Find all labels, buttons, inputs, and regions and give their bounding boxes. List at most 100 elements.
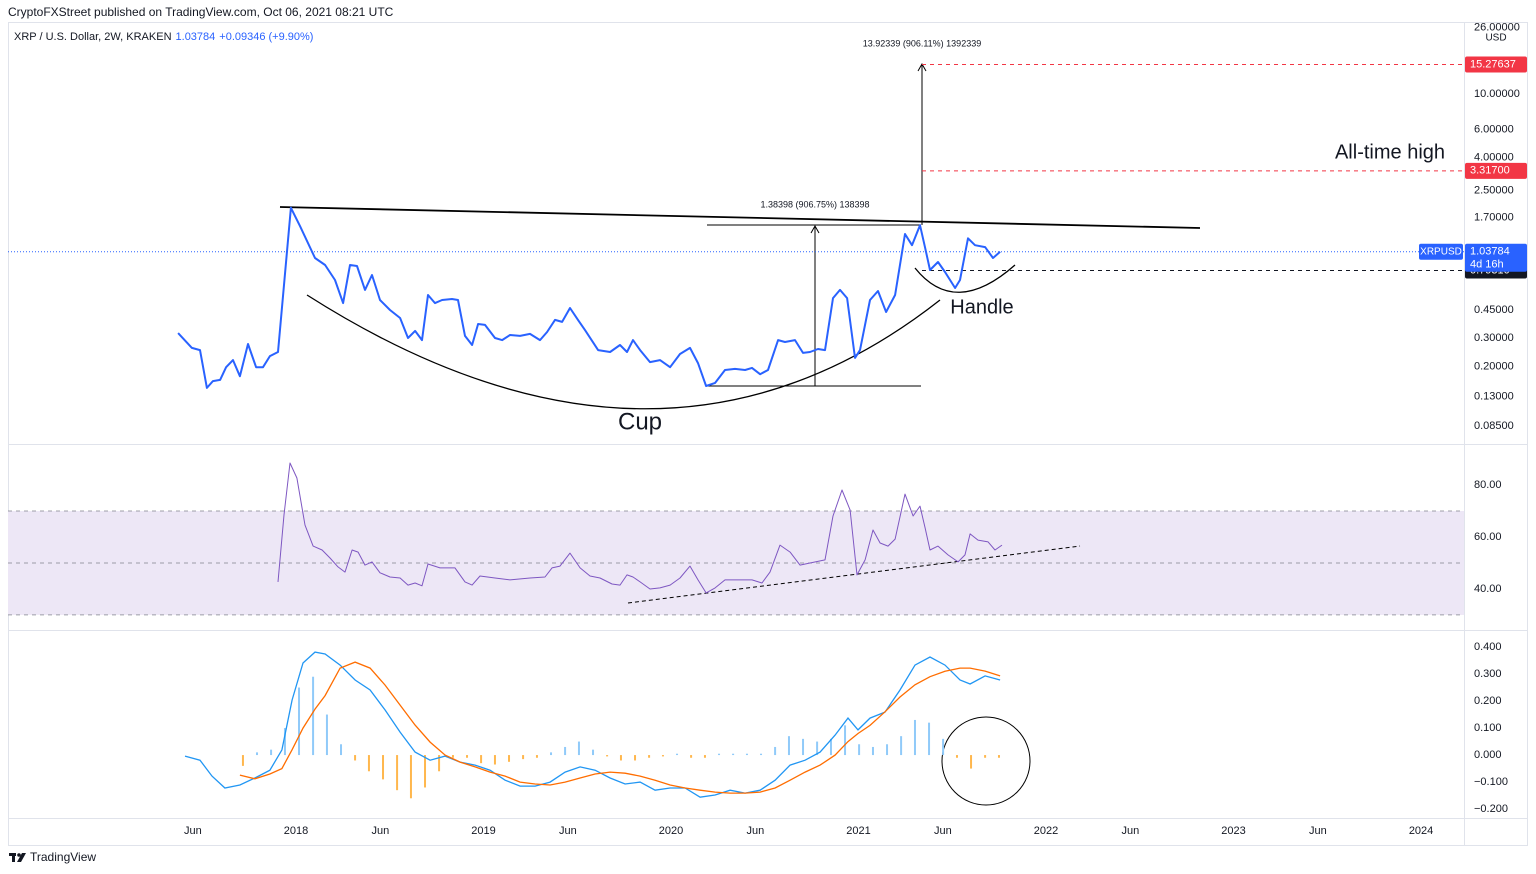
macd-line xyxy=(184,651,1001,798)
level-label: 3.31700 xyxy=(1470,165,1510,177)
y-tick-label: 0.400 xyxy=(1474,641,1502,653)
histogram-bar xyxy=(564,746,567,756)
histogram-bar xyxy=(382,755,385,780)
histogram-bar xyxy=(970,755,973,769)
histogram-bar xyxy=(745,753,748,756)
last-price-tag xyxy=(1465,243,1527,272)
level-label: 15.27637 xyxy=(1470,58,1516,70)
histogram-bar xyxy=(661,755,664,757)
y-tick-label: 6.00000 xyxy=(1474,123,1514,135)
x-tick-label: 2024 xyxy=(1409,825,1433,837)
rsi-trendline xyxy=(627,545,1081,604)
y-tick-label: 0.000 xyxy=(1474,749,1502,761)
legend-symbol: XRP / U.S. Dollar, 2W, KRAKEN xyxy=(14,31,172,43)
y-tick-label: 2.50000 xyxy=(1474,184,1514,196)
histogram-bar xyxy=(298,687,301,756)
histogram-bar xyxy=(619,755,622,761)
histogram-bar xyxy=(718,753,721,756)
y-tick-label: 0.100 xyxy=(1474,722,1502,734)
histogram-bar xyxy=(312,676,315,756)
brand-logo xyxy=(9,853,26,862)
histogram-bar xyxy=(984,755,987,758)
histogram-bar xyxy=(690,755,693,758)
x-tick-label: 2021 xyxy=(846,825,870,837)
histogram-bar xyxy=(577,741,580,756)
histogram-bar xyxy=(858,744,861,756)
histogram-bar xyxy=(871,746,874,756)
y-tick-label: 0.200 xyxy=(1474,695,1502,707)
price-line xyxy=(277,462,1003,594)
handle-arc xyxy=(914,264,1016,293)
measure-label: 1.38398 (906.75%) 138398 xyxy=(760,199,869,209)
histogram-bar xyxy=(367,755,370,772)
pane-frames xyxy=(8,22,1528,846)
histogram-bar xyxy=(480,755,483,764)
histogram-bar xyxy=(438,755,441,772)
x-tick-label: Jun xyxy=(747,825,765,837)
histogram-bar xyxy=(396,755,399,791)
x-tick-label: Jun xyxy=(934,825,952,837)
y-tick-label: 0.30000 xyxy=(1474,332,1514,344)
histogram-bar xyxy=(703,755,706,758)
histogram-bar xyxy=(900,736,903,756)
y-tick-label: 10.00000 xyxy=(1474,88,1520,100)
y-tick-label: 0.08500 xyxy=(1474,420,1514,432)
x-tick-label: Jun xyxy=(184,825,202,837)
histogram-bar xyxy=(829,738,832,756)
currency-label: USD xyxy=(1485,33,1506,44)
histogram-bar xyxy=(592,749,595,756)
cup-label: Cup xyxy=(618,408,662,435)
y-tick-label: 4.00000 xyxy=(1474,152,1514,164)
x-tick-label: 2023 xyxy=(1221,825,1245,837)
x-tick-label: 2020 xyxy=(659,825,683,837)
histogram-bar xyxy=(913,719,916,756)
level-tag xyxy=(1465,56,1527,73)
histogram-bar xyxy=(340,744,343,756)
histogram-bar xyxy=(606,755,609,757)
y-tick-label: 0.20000 xyxy=(1474,360,1514,372)
legend-change: +0.09346 (+9.90%) xyxy=(219,31,313,43)
histogram-bar xyxy=(886,744,889,756)
legend-last: 1.03784 xyxy=(176,31,216,43)
histogram-bar xyxy=(816,741,819,756)
price-line xyxy=(177,206,1001,389)
histogram-bar xyxy=(508,755,511,762)
x-tick-label: Jun xyxy=(372,825,390,837)
histogram-bar xyxy=(409,755,412,799)
histogram-bar xyxy=(354,755,357,761)
histogram-bar xyxy=(942,738,945,756)
histogram-bar xyxy=(732,753,735,756)
brand-name: TradingView xyxy=(30,850,96,864)
histogram-bar xyxy=(760,753,763,756)
histogram-bar xyxy=(844,725,847,756)
histogram-bar xyxy=(634,755,637,761)
histogram-bar xyxy=(522,755,525,760)
histogram-bar xyxy=(451,755,454,758)
target-label: 13.92339 (906.11%) 1392339 xyxy=(863,38,981,48)
last-price-label: 1.03784 xyxy=(1470,246,1510,258)
histogram-bar xyxy=(241,755,244,766)
histogram-bar xyxy=(787,736,790,756)
x-tick-label: 2018 xyxy=(284,825,308,837)
histogram-bar xyxy=(270,749,273,756)
histogram-bar xyxy=(648,755,651,758)
arrow-head xyxy=(810,224,820,234)
y-tick-label: 40.00 xyxy=(1474,583,1502,595)
histogram-bar xyxy=(256,752,259,756)
y-tick-label: 0.13000 xyxy=(1474,390,1514,402)
y-tick-label: 80.00 xyxy=(1474,479,1502,491)
x-tick-label: 2022 xyxy=(1034,825,1058,837)
y-tick-label: −0.200 xyxy=(1474,803,1508,815)
countdown-label: 4d 16h xyxy=(1470,259,1504,271)
histogram-bar xyxy=(283,728,286,756)
y-tick-label: 26.00000 xyxy=(1474,21,1520,33)
histogram-bar xyxy=(802,738,805,756)
histogram-bar xyxy=(955,755,958,758)
histogram-bar xyxy=(676,753,679,756)
x-tick-label: Jun xyxy=(1309,825,1327,837)
histogram-bar xyxy=(550,752,553,756)
y-tick-label: 60.00 xyxy=(1474,531,1502,543)
macd-circle xyxy=(941,716,1031,806)
